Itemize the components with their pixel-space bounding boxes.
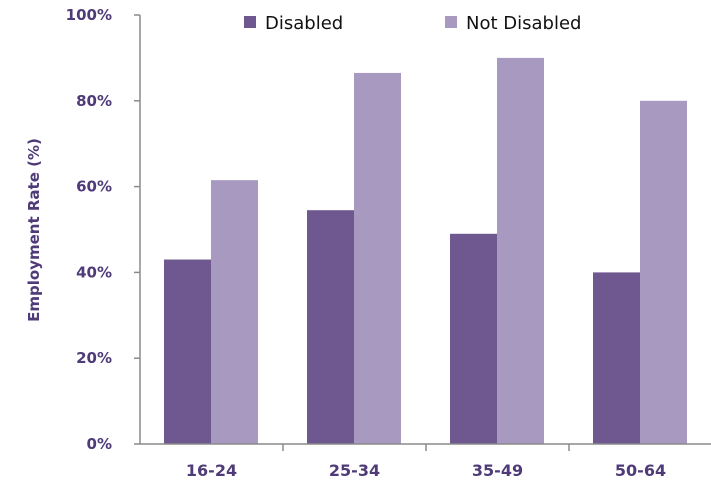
bars <box>164 57 687 445</box>
legend: Disabled Not Disabled <box>244 13 581 34</box>
legend-label-disabled: Disabled <box>265 13 343 34</box>
x-tick-label: 35-49 <box>472 461 523 480</box>
y-tick-label: 60% <box>76 178 112 196</box>
y-tick-label: 100% <box>66 6 112 24</box>
legend-label-not-disabled: Not Disabled <box>466 13 581 34</box>
bar-disabled-35-49 <box>450 233 497 444</box>
y-tick-label: 80% <box>76 92 112 110</box>
x-ticks: 16-24 25-34 35-49 50-64 <box>186 444 666 480</box>
x-tick-label: 16-24 <box>186 461 237 480</box>
bar-not-disabled-16-24 <box>211 180 258 445</box>
y-ticks: 0% 20% 40% 60% 80% 100% <box>66 6 140 453</box>
y-tick-label: 0% <box>87 435 112 453</box>
x-tick-label: 25-34 <box>329 461 380 480</box>
legend-swatch-disabled <box>244 16 256 28</box>
y-axis-label: Employment Rate (%) <box>25 138 43 322</box>
legend-swatch-not-disabled <box>445 16 457 28</box>
x-tick-label: 50-64 <box>615 461 666 480</box>
y-tick-label: 20% <box>76 349 112 367</box>
bar-not-disabled-50-64 <box>640 100 687 445</box>
bar-disabled-25-34 <box>307 210 354 444</box>
bar-not-disabled-35-49 <box>497 57 544 445</box>
y-tick-label: 40% <box>76 263 112 281</box>
bar-not-disabled-25-34 <box>354 72 401 444</box>
bar-disabled-50-64 <box>593 272 640 444</box>
bar-disabled-16-24 <box>164 259 211 444</box>
